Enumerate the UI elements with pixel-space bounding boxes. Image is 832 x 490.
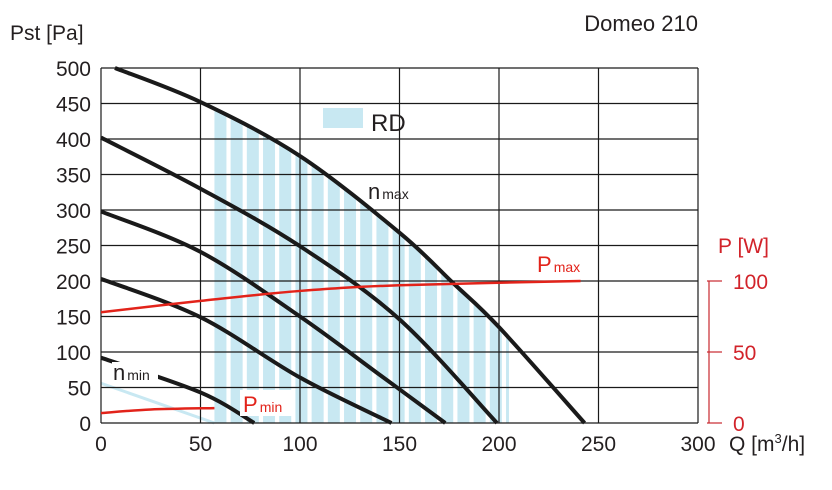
- x-tick-label: 0: [95, 433, 107, 456]
- y-tick-label: 400: [56, 129, 91, 152]
- y-tick-label: 350: [56, 165, 91, 188]
- y2-tick-label: 50: [733, 342, 756, 365]
- x-tick-label: 100: [282, 433, 317, 456]
- y-tick-label: 450: [56, 94, 91, 117]
- y-tick-label: 300: [56, 200, 91, 223]
- legend-rd-label: RD: [371, 110, 406, 137]
- y-tick-label: 100: [56, 342, 91, 365]
- speed-curve-2: [100, 209, 447, 425]
- nmax-label: n max: [368, 179, 409, 204]
- speed-curve-3: [100, 277, 393, 425]
- legend-rd-swatch: [323, 108, 363, 128]
- y2-tick-label: 100: [733, 271, 768, 294]
- nmin-label: n min: [113, 360, 150, 385]
- y2-axis-label: P [W]: [718, 235, 769, 258]
- x-tick-label: 50: [189, 433, 212, 456]
- p-max-curve: [100, 279, 581, 314]
- rd-lower-edge: [100, 381, 215, 425]
- y-tick-label: 500: [56, 58, 91, 81]
- y-tick-label: 150: [56, 307, 91, 330]
- speed-curve-1: [100, 135, 499, 425]
- y-axis-label: Pst [Pa]: [10, 22, 84, 45]
- n-max-curve: [114, 66, 587, 425]
- y-tick-label: 200: [56, 271, 91, 294]
- x-tick-label: 300: [680, 433, 715, 456]
- x-tick-label: 250: [581, 433, 616, 456]
- y-tick-label: 50: [68, 378, 91, 401]
- x-tick-label: 200: [481, 433, 516, 456]
- chart-title: Domeo 210: [584, 11, 698, 36]
- p-min-curve: [100, 406, 215, 415]
- y-tick-label: 0: [79, 413, 91, 436]
- x-tick-label: 150: [382, 433, 417, 456]
- x-axis-label: Q [m3/h]: [729, 431, 805, 456]
- y-tick-label: 250: [56, 236, 91, 259]
- y2-tick-label: 0: [733, 413, 745, 436]
